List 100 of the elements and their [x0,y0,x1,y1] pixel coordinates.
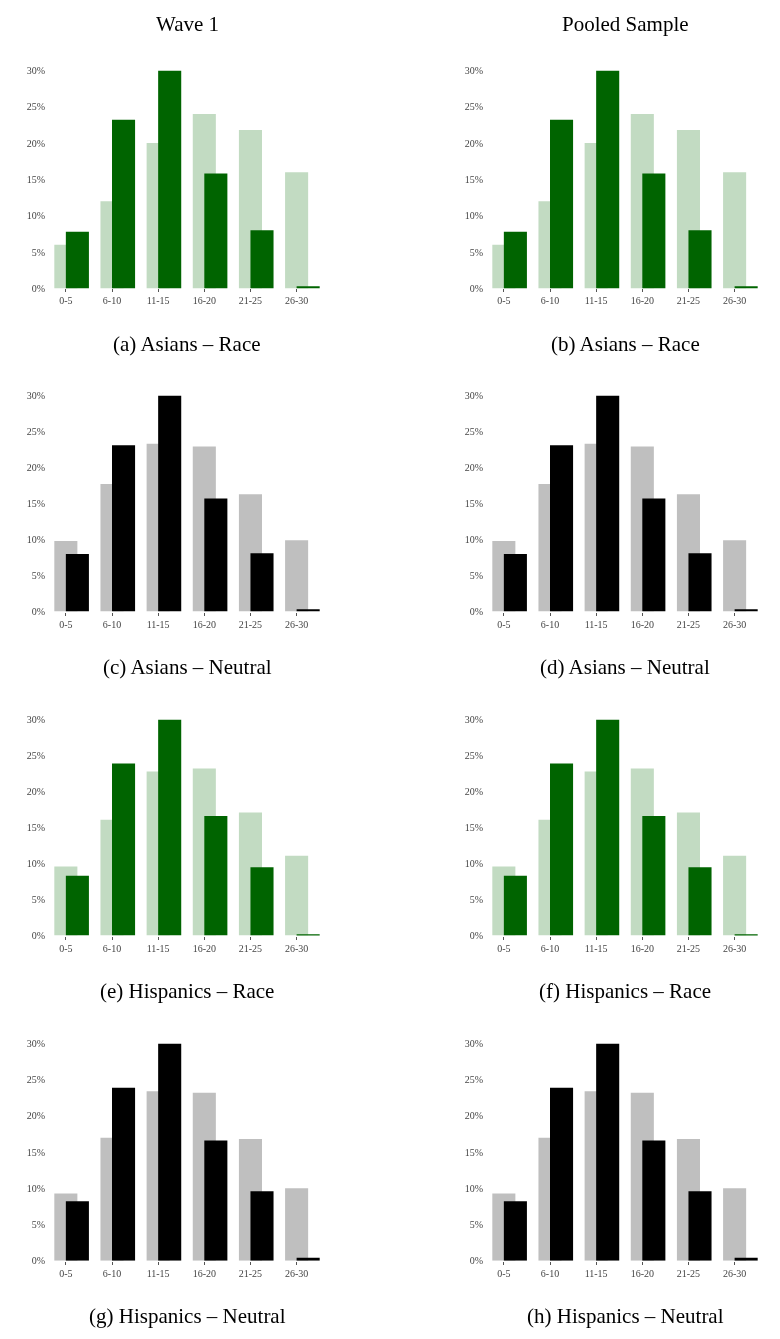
x-tick-label: 16-20 [630,618,654,630]
y-tick-label: 10% [464,534,483,546]
x-tick-label: 11-15 [146,618,170,630]
y-tick-label: 25% [26,101,45,113]
y-tick-label: 20% [464,137,483,149]
x-tick-label: 11-15 [584,618,608,630]
y-tick-label: 15% [464,1146,483,1158]
bar [158,1043,182,1261]
y-tick-label: 0% [31,606,45,618]
bar [296,286,320,289]
bar [503,875,527,936]
bar [550,119,574,289]
y-tick-label: 20% [26,462,45,473]
bar [250,553,274,612]
bar [550,763,574,936]
x-tick-label: 16-20 [192,618,216,630]
x-tick-label: 21-25 [238,1267,263,1279]
y-tick-label: 10% [464,858,483,870]
y-tick-label: 0% [469,282,483,294]
bar [723,855,747,936]
x-tick-label: 6-10 [102,295,122,307]
y-tick-label: 30% [464,714,483,726]
bar [723,172,747,289]
x-tick-label: 6-10 [540,295,560,307]
bar [642,1140,666,1261]
x-tick-label: 0-5 [59,1267,73,1279]
y-tick-label: 5% [31,894,45,906]
y-tick-label: 30% [26,714,45,726]
y-tick-label: 15% [26,1146,45,1158]
y-tick-label: 5% [469,1218,483,1230]
y-tick-label: 15% [26,498,45,509]
bar [65,875,89,936]
y-tick-label: 15% [26,822,45,834]
bar [285,172,309,289]
y-tick-label: 5% [31,570,45,582]
x-tick-label: 11-15 [584,942,608,954]
bar [204,173,228,289]
y-tick-label: 10% [26,858,45,870]
y-tick-label: 0% [469,930,483,942]
y-tick-label: 10% [26,534,45,546]
y-tick-label: 5% [469,894,483,906]
x-tick-label: 16-20 [192,295,216,307]
x-tick-label: 0-5 [497,942,511,954]
bar [503,231,527,289]
bar [204,498,228,612]
x-tick-label: 26-30 [722,1267,747,1279]
bar [296,609,320,612]
y-tick-label: 15% [464,822,483,834]
x-tick-label: 6-10 [102,1267,122,1279]
bar [596,395,620,612]
bar [250,230,274,289]
y-tick-label: 5% [469,570,483,582]
text: (f) Hispanics – Race [539,979,712,1003]
x-tick-label: 11-15 [146,942,170,954]
x-tick-label: 6-10 [540,942,560,954]
bar [596,719,620,936]
y-tick-label: 30% [464,64,483,76]
x-tick-label: 21-25 [238,295,263,307]
bar [158,70,182,289]
y-tick-label: 10% [26,1182,45,1194]
bar [158,395,182,612]
x-tick-label: 16-20 [630,1267,654,1279]
x-tick-label: 16-20 [630,295,654,307]
y-tick-label: 0% [31,930,45,942]
bar [550,445,574,612]
y-tick-label: 5% [31,246,45,258]
x-tick-label: 26-30 [722,942,747,954]
chart-title: Wave 1 [156,12,220,36]
y-tick-label: 25% [26,750,45,762]
x-tick-label: 11-15 [146,295,170,307]
x-tick-label: 21-25 [676,618,701,630]
y-tick-label: 15% [464,498,483,509]
bar [65,231,89,289]
y-tick-label: 25% [26,1074,45,1086]
x-tick-label: 6-10 [102,618,122,630]
bar [688,867,712,936]
y-tick-label: 25% [464,425,483,437]
y-tick-label: 10% [464,210,483,222]
y-tick-label: 5% [469,246,483,258]
bar [596,70,620,289]
bar [65,553,89,612]
bar [503,1201,527,1261]
y-tick-label: 30% [26,64,45,76]
chart-title: Pooled Sample [562,12,689,36]
bar [285,855,309,936]
x-tick-label: 16-20 [192,1267,216,1279]
text: (a) Asians – Race [113,332,261,356]
y-tick-label: 10% [26,210,45,222]
bar [642,173,666,289]
x-tick-label: 11-15 [584,295,608,307]
text: (c) Asians – Neutral [103,655,272,679]
y-tick-label: 20% [464,1110,483,1122]
x-tick-label: 6-10 [540,618,560,630]
y-tick-label: 25% [464,750,483,762]
x-tick-label: 26-30 [284,618,309,630]
bar [65,1201,89,1261]
bar [250,1191,274,1261]
y-tick-label: 20% [464,462,483,473]
y-tick-label: 20% [26,786,45,798]
x-tick-label: 26-30 [284,1267,309,1279]
